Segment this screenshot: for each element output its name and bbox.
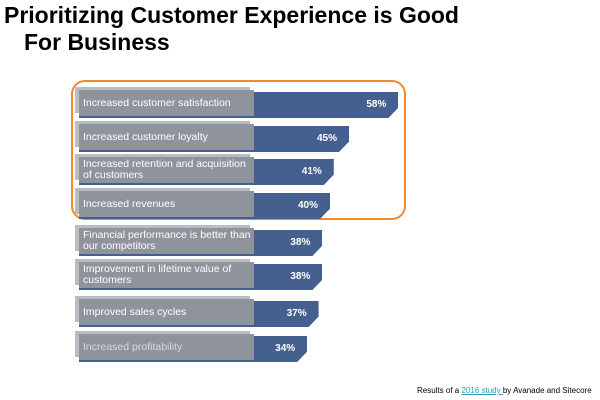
bar: 34% [254,336,307,362]
title-line-1: Prioritizing Customer Experience is Good [4,2,459,28]
bar-underline [79,150,254,152]
bar-value-label: 40% [297,200,318,211]
bar-underline [79,288,254,290]
bar-value-label: 58% [366,99,387,110]
bar-value-label: 41% [301,166,322,177]
bar-underline [79,183,254,185]
bar: 41% [254,159,334,185]
bar: 37% [254,301,319,327]
bar-underline [79,217,254,219]
bar-label: Financial performance is better than our… [79,228,254,254]
bar-underline [79,116,254,118]
footer-prefix: Results of a [417,386,462,395]
bar-underline [79,360,254,362]
bar-underline [79,254,254,256]
page-title: Prioritizing Customer Experience is Good… [4,2,459,56]
bar-label: Improved sales cycles [79,299,254,325]
bar: 38% [254,264,322,290]
bar-label: Improvement in lifetime value of custome… [79,262,254,288]
study-link[interactable]: 2016 study [461,386,503,395]
bar: 40% [254,193,330,219]
bar-label: Increased customer loyalty [79,124,254,150]
bar-label: Increased revenues [79,191,254,217]
bar-label: Increased retention and acquisition of c… [79,157,254,183]
bar: 38% [254,230,322,256]
bar: 58% [254,92,398,118]
bar-label: Increased profitability [79,334,254,360]
highlight-box [71,80,406,220]
bar-label: Increased customer satisfaction [79,90,254,116]
footer-suffix: by Avanade and Sitecore [502,386,592,395]
bar-value-label: 37% [286,308,307,319]
bar-value-label: 38% [290,271,311,282]
title-line-2: For Business [24,29,170,55]
footer-citation: Results of a 2016 study by Avanade and S… [417,386,592,395]
bar: 45% [254,126,349,152]
bar-underline [79,325,254,327]
bar-value-label: 34% [275,343,296,354]
bar-value-label: 45% [316,133,337,144]
bar-value-label: 38% [290,237,311,248]
